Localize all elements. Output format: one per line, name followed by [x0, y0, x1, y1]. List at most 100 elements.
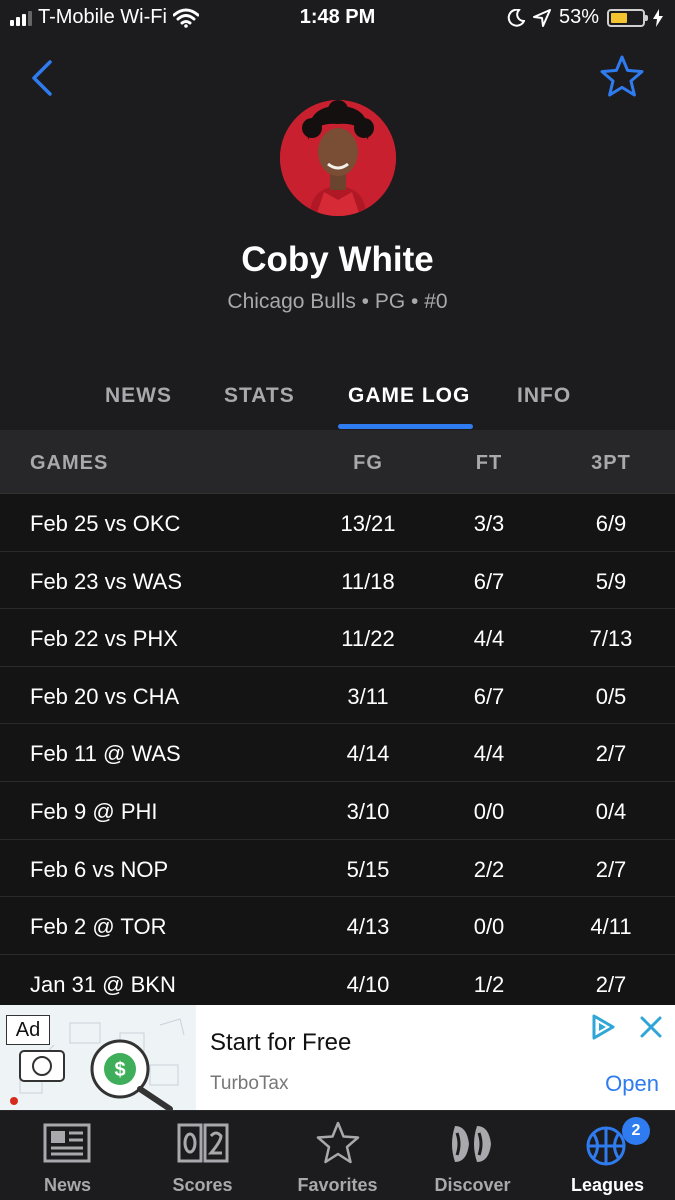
nav-label: Discover	[434, 1175, 511, 1195]
status-right: 53%	[507, 6, 663, 29]
table-row[interactable]: Feb 9 @ PHI 3/10 0/0 0/4	[0, 781, 675, 840]
ft-cell: 0/0	[473, 798, 505, 824]
fg-cell: 4/10	[346, 971, 390, 997]
game-cell: Feb 2 @ TOR	[30, 914, 167, 940]
ft-cell: 4/4	[473, 626, 505, 652]
game-log-table: GAMES FG FT 3PT Feb 25 vs OKC 13/21 3/3 …	[0, 430, 675, 1013]
player-team-position: Chicago Bulls • PG • #0	[227, 290, 448, 313]
charging-bolt-icon	[653, 8, 663, 27]
game-cell: Feb 25 vs OKC	[30, 511, 181, 536]
header-games: GAMES	[30, 452, 109, 474]
fg-cell: 13/21	[340, 511, 396, 536]
ft-cell: 2/2	[473, 856, 505, 882]
nav-label: Favorites	[297, 1175, 378, 1195]
wifi-icon	[172, 8, 199, 28]
moon-icon	[507, 8, 525, 27]
active-tab-indicator	[338, 424, 473, 429]
header-fg: FG	[353, 452, 383, 474]
leagues-badge: 2	[622, 1117, 650, 1145]
game-cell: Feb 22 vs PHX	[30, 626, 178, 652]
table-header: GAMES FG FT 3PT	[0, 430, 675, 494]
table-row[interactable]: Feb 11 @ WAS 4/14 4/4 2/7	[0, 724, 675, 782]
nav-favorites[interactable]: Favorites	[270, 1111, 405, 1200]
3pt-cell: 4/11	[590, 914, 632, 940]
ft-cell: 4/4	[473, 741, 505, 767]
game-cell: Feb 9 @ PHI	[30, 798, 158, 824]
fg-cell: 11/18	[341, 568, 395, 594]
nav-news[interactable]: News	[0, 1111, 135, 1200]
ad-image[interactable]: $ Ad	[0, 1005, 196, 1110]
ad-banner[interactable]: $ Ad Start for Free TurboTax Open	[0, 1005, 675, 1110]
ft-cell: 1/2	[473, 971, 505, 997]
ft-cell: 6/7	[473, 683, 505, 709]
tab-news[interactable]: NEWS	[105, 384, 172, 407]
3pt-cell: 0/4	[595, 798, 627, 824]
ad-title[interactable]: Start for Free	[210, 1029, 352, 1056]
basketball-icon	[586, 1126, 626, 1166]
game-cell: Feb 11 @ WAS	[30, 741, 181, 767]
battery-fill	[611, 12, 627, 23]
star-outline-icon	[316, 1121, 360, 1164]
status-time: 1:48 PM	[299, 6, 376, 28]
ad-open-button[interactable]: Open	[605, 1071, 659, 1096]
table-row[interactable]: Feb 25 vs OKC 13/21 3/3 6/9	[0, 494, 675, 552]
status-bar: T-Mobile Wi-Fi 1:48 PM 53%	[0, 0, 675, 40]
bottom-tab-bar: News Scores Favorites Discover 2	[0, 1110, 675, 1200]
3pt-cell: 2/7	[595, 971, 627, 997]
player-headshot-icon	[280, 100, 396, 216]
nav-label: News	[43, 1175, 92, 1195]
nav-discover[interactable]: Discover	[405, 1111, 540, 1200]
fg-cell: 3/11	[347, 683, 389, 709]
tab-game-log[interactable]: GAME LOG	[348, 384, 471, 407]
ft-cell: 0/0	[473, 914, 505, 940]
3pt-cell: 2/7	[595, 856, 627, 882]
discover-icon	[452, 1126, 491, 1162]
player-tabs: NEWS STATS GAME LOG INFO	[0, 378, 675, 430]
fg-cell: 11/22	[341, 626, 395, 652]
3pt-cell: 6/9	[595, 511, 627, 536]
battery-percent: 53%	[558, 6, 599, 28]
cell-signal-icon	[10, 10, 32, 26]
header-ft: FT	[475, 452, 503, 474]
game-cell: Feb 6 vs NOP	[30, 856, 169, 882]
battery-icon	[607, 8, 648, 27]
table-row[interactable]: Feb 23 vs WAS 11/18 6/7 5/9	[0, 551, 675, 610]
back-button[interactable]	[24, 58, 64, 98]
ad-close-icon[interactable]	[637, 1013, 665, 1041]
tab-info[interactable]: INFO	[517, 384, 572, 407]
chevron-left-icon	[32, 60, 52, 96]
table-row[interactable]: Jan 31 @ BKN 4/10 1/2 2/7	[0, 954, 675, 1013]
table-row[interactable]: Feb 2 @ TOR 4/13 0/0 4/11	[0, 897, 675, 955]
svg-text:$: $	[114, 1059, 125, 1081]
location-arrow-icon	[532, 8, 551, 27]
favorite-star-button[interactable]	[599, 54, 645, 100]
tab-stats[interactable]: STATS	[224, 384, 295, 407]
player-header: Coby White Chicago Bulls • PG • #0 NEWS …	[0, 40, 675, 430]
header-3pt: 3PT	[591, 452, 631, 474]
game-cell: Feb 20 vs CHA	[30, 683, 180, 709]
carrier-label: T-Mobile Wi-Fi	[38, 6, 167, 28]
game-cell: Feb 23 vs WAS	[30, 568, 183, 594]
table-row[interactable]: Feb 6 vs NOP 5/15 2/2 2/7	[0, 839, 675, 898]
ad-choices-icon[interactable]	[589, 1013, 617, 1041]
3pt-cell: 2/7	[595, 741, 627, 767]
game-cell: Jan 31 @ BKN	[30, 971, 176, 997]
ad-badge: Ad	[6, 1015, 50, 1045]
ft-cell: 3/3	[473, 511, 505, 536]
nav-scores[interactable]: Scores	[135, 1111, 270, 1200]
fg-cell: 4/13	[346, 914, 390, 940]
status-left: T-Mobile Wi-Fi	[10, 6, 199, 29]
ad-illustration-icon: $	[0, 1005, 196, 1110]
nav-label: Leagues	[570, 1175, 645, 1195]
table-row[interactable]: Feb 22 vs PHX 11/22 4/4 7/13	[0, 609, 675, 667]
ad-advertiser: TurboTax	[210, 1073, 289, 1094]
3pt-cell: 5/9	[595, 568, 627, 594]
ft-cell: 6/7	[473, 568, 505, 594]
table-row[interactable]: Feb 20 vs CHA 3/11 6/7 0/5	[0, 666, 675, 725]
nav-label: Scores	[172, 1175, 233, 1195]
nav-leagues[interactable]: 2 Leagues	[540, 1111, 675, 1200]
fg-cell: 3/10	[346, 798, 390, 824]
3pt-cell: 7/13	[589, 626, 633, 652]
fg-cell: 4/14	[346, 741, 390, 767]
player-avatar	[280, 100, 396, 216]
